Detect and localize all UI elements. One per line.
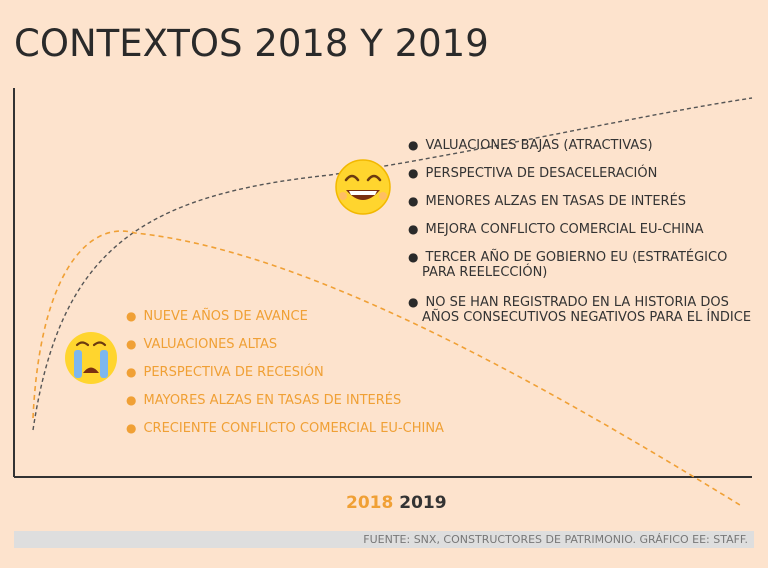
happy-face-icon [335,159,391,215]
list-item-2019: ● VALUACIONES BAJAS (ATRACTIVAS) [408,138,653,153]
legend-label-2019: 2019 [399,493,447,513]
crying-face-icon [65,332,117,384]
list-item-2019: ● MEJORA CONFLICTO COMERCIAL EU-CHINA [408,222,704,237]
list-item-2019: ● TERCER AÑO DE GOBIERNO EU (ESTRATÉGICO P… [408,250,728,280]
chart-title: CONTEXTOS 2018 Y 2019 [14,22,489,65]
series-line-2019 [32,97,753,431]
legend-years: 2018 2019 [346,493,447,513]
list-item-2019: ● PERSPECTIVA DE DESACELERACIÓN [408,166,658,181]
series-line-2018 [32,230,741,506]
list-item-2018: ● CRECIENTE CONFLICTO COMERCIAL EU-CHINA [126,421,444,436]
list-item-2018: ● VALUACIONES ALTAS [126,337,278,352]
list-item-2019: ● NO SE HAN REGISTRADO EN LA HISTORIA DOS… [408,295,752,325]
list-item-2019: ● MENORES ALZAS EN TASAS DE INTERÉS [408,194,687,209]
source-note: FUENTE: SNX, CONSTRUCTORES DE PATRIMONIO… [14,531,754,548]
list-item-2018: ● PERSPECTIVA DE RECESIÓN [126,365,324,380]
legend-label-2018: 2018 [346,493,394,513]
list-item-2018: ● NUEVE AÑOS DE AVANCE [126,309,308,324]
list-item-2018: ● MAYORES ALZAS EN TASAS DE INTERÉS [126,393,402,408]
